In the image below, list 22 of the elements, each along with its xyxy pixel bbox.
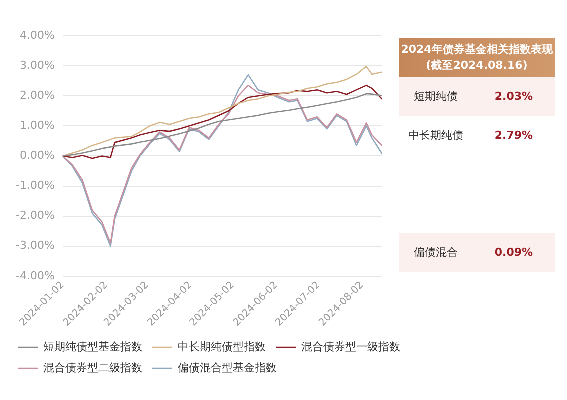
y-tick-label: 0.00% [20,149,55,162]
text: 短期纯债 [414,89,458,104]
legend-label: 偏债混合型基金指数 [178,361,277,374]
text: 0.09% [494,246,534,259]
y-tick-label: -3.00% [16,239,55,252]
text: 偏债混合 [414,245,458,260]
y-tick-label: -4.00% [16,269,55,282]
legend-label: 混合债券型二级指数 [44,361,142,374]
text: (截至2024.08.16) [426,58,528,74]
legend-label: 中长期纯债型指数 [178,340,266,354]
text: 2.03% [494,90,534,103]
text: 中长期纯债 [408,128,464,143]
text: 2024年债券基金相关指数表现 [401,42,553,58]
y-tick-label: 3.00% [20,58,55,72]
legend-label: 混合债券型一级指数 [302,340,400,354]
y-tick-label: 1.00% [20,119,55,132]
y-tick-label: 4.00% [20,28,55,42]
legend-label: 短期纯债型基金指数 [44,340,142,354]
y-tick-label: 2.00% [20,88,55,102]
text: 2.79% [494,129,534,142]
y-tick-label: -1.00% [16,179,55,192]
y-tick-label: -2.00% [16,209,55,222]
